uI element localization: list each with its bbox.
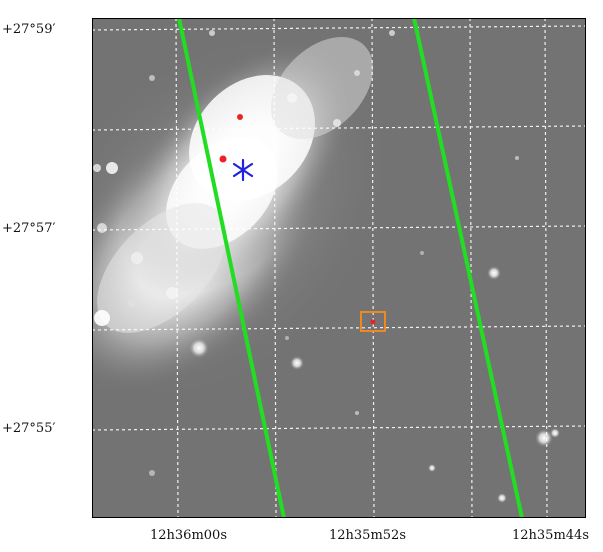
slit-line-right: [412, 18, 524, 518]
red-dot-boxed: [370, 319, 376, 325]
dec-label-middle: +27°57′: [2, 221, 56, 236]
sky-image: [92, 18, 586, 518]
ra-label-middle: 12h35m52s: [329, 528, 406, 543]
image-frame: [92, 18, 586, 518]
dec-label-bottom: +27°55′: [2, 421, 56, 436]
red-dot-left: [219, 155, 227, 163]
dec-label-top: +27°59′: [2, 22, 56, 37]
orange-square: [360, 311, 386, 332]
red-dot-upper: [237, 114, 243, 120]
slit-line-left: [177, 18, 286, 518]
galaxy: [92, 32, 392, 404]
ra-label-right: 12h35m44s: [512, 528, 589, 543]
coordinate-grid: [92, 18, 586, 518]
field-stars: [149, 30, 560, 503]
asterisk-icon: [232, 158, 254, 182]
ra-label-left: 12h36m00s: [150, 528, 227, 543]
